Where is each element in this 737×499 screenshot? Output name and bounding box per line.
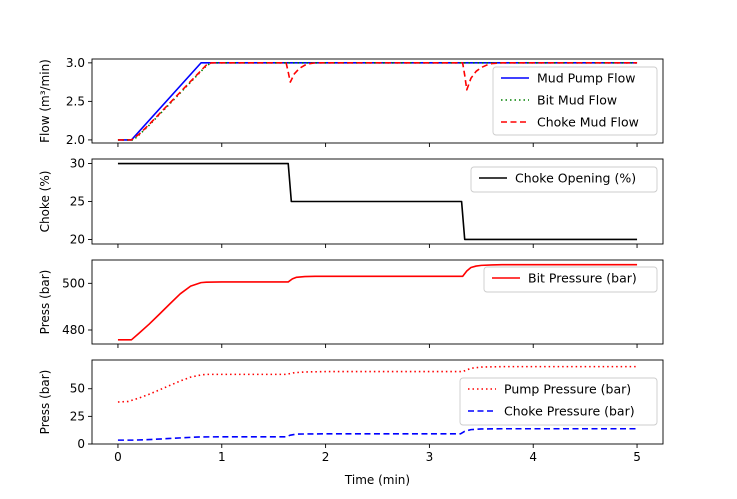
y-tick-label: 2.0: [66, 133, 85, 147]
axes-frame: [91, 359, 664, 445]
series-line-choke-mud-flow: [117, 62, 638, 141]
y-axis-label: Choke (%): [38, 171, 52, 233]
y-tick-label: 3.0: [66, 56, 85, 70]
x-axis-label: Time (min): [344, 473, 410, 487]
y-tick-label: 20: [70, 232, 85, 246]
legend-frame: [459, 377, 658, 426]
x-tick-label: 0: [114, 450, 122, 464]
legend-frame: [483, 266, 658, 293]
y-tick-label: 25: [70, 409, 85, 423]
y-tick-label: 0: [77, 437, 85, 451]
legend: Bit Pressure (bar): [483, 266, 658, 293]
y-axis-label: Flow (m³/min): [38, 59, 52, 143]
x-tick-label: 5: [633, 450, 641, 464]
legend-frame: [492, 66, 658, 136]
x-tick-label: 1: [218, 450, 226, 464]
legend-label-choke-mud-flow: Choke Mud Flow: [537, 115, 639, 130]
x-tick-label: 4: [529, 450, 537, 464]
x-tick-label: 3: [426, 450, 434, 464]
y-axis-label: Press (bar): [38, 370, 52, 435]
legend: Mud Pump Flow Bit Mud Flow Choke Mud Flow: [492, 66, 658, 136]
subplot-3: 480 500 Press (bar) Bit Pressure (bar): [38, 259, 664, 348]
x-tick-label: 2: [322, 450, 330, 464]
subplot-2: 20 25 30 Choke (%) Choke Opening (%): [38, 157, 664, 248]
y-tick-label: 480: [62, 323, 85, 337]
y-axis-label: Press (bar): [38, 270, 52, 335]
legend-label-bit-mud-flow: Bit Mud Flow: [537, 93, 617, 108]
y-tick-label: 500: [62, 276, 85, 290]
y-tick-label: 2.5: [66, 94, 85, 108]
legend-frame: [470, 166, 658, 193]
y-tick-label: 50: [70, 382, 85, 396]
legend: Pump Pressure (bar) Choke Pressure (bar): [459, 377, 658, 426]
legend-label-choke-opening: Choke Opening (%): [515, 171, 636, 186]
series-line-choke-pressure-bar: [117, 427, 638, 441]
y-tick-label: 25: [70, 195, 85, 209]
series-line-bit-pressure-bar: [117, 263, 638, 341]
series-line-choke-opening: [117, 162, 638, 241]
y-tick-label: 30: [70, 157, 85, 171]
axes-frame: [91, 259, 664, 345]
legend-label-choke-pressure-bar: Choke Pressure (bar): [504, 404, 635, 419]
subplot-1: 2.0 2.5 3.0 Flow (m³/min) Mud Pump Flow Bit M…: [38, 56, 664, 147]
legend-label-bit-pressure-bar: Bit Pressure (bar): [528, 271, 637, 286]
legend-label-mud-pump-flow: Mud Pump Flow: [537, 71, 635, 86]
legend: Choke Opening (%): [470, 166, 658, 193]
legend-label-pump-pressure-bar: Pump Pressure (bar): [504, 382, 631, 397]
